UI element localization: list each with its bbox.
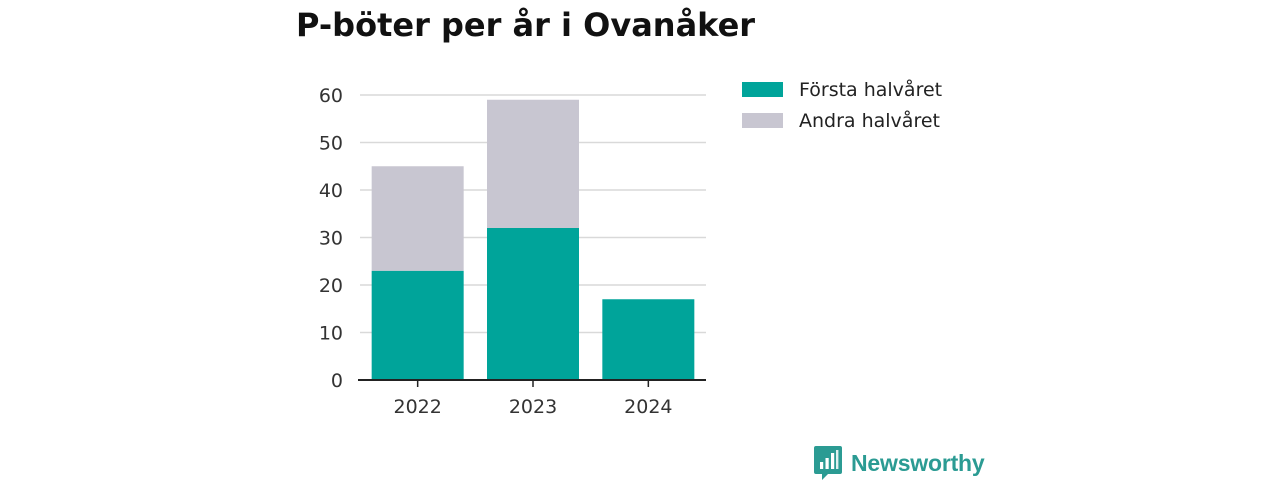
y-tick-label: 20 <box>319 275 343 297</box>
y-tick-label: 50 <box>319 133 343 155</box>
x-tick-label: 2024 <box>624 396 672 418</box>
legend-item-second-half: Andra halvåret <box>742 105 942 136</box>
bar-chart-speech-bubble-icon <box>814 446 842 480</box>
legend-label-first-half: Första halvåret <box>799 78 943 101</box>
legend-item-first-half: Första halvåret <box>742 74 942 105</box>
x-tick-label: 2022 <box>393 396 441 418</box>
bar-first-half <box>371 270 464 380</box>
bar-first-half <box>602 299 695 380</box>
y-tick-label: 0 <box>331 370 343 392</box>
y-tick-label: 40 <box>319 180 343 202</box>
bar-second-half <box>487 99 579 228</box>
bar-second-half <box>371 166 464 271</box>
y-tick-label: 60 <box>319 85 343 107</box>
y-tick-label: 30 <box>319 228 343 250</box>
x-tick-label: 2023 <box>509 396 557 418</box>
legend-label-second-half: Andra halvåret <box>799 109 940 132</box>
brand-name: Newsworthy <box>851 449 985 476</box>
newsworthy-logo: Newsworthy <box>814 446 985 480</box>
legend-swatch-first-half <box>742 82 783 97</box>
chart-title: P-böter per år i Ovanåker <box>296 6 756 44</box>
legend-swatch-second-half <box>742 113 783 128</box>
legend: Första halvåret Andra halvåret <box>742 74 942 136</box>
bar-first-half <box>487 228 579 380</box>
y-tick-label: 10 <box>319 323 343 345</box>
